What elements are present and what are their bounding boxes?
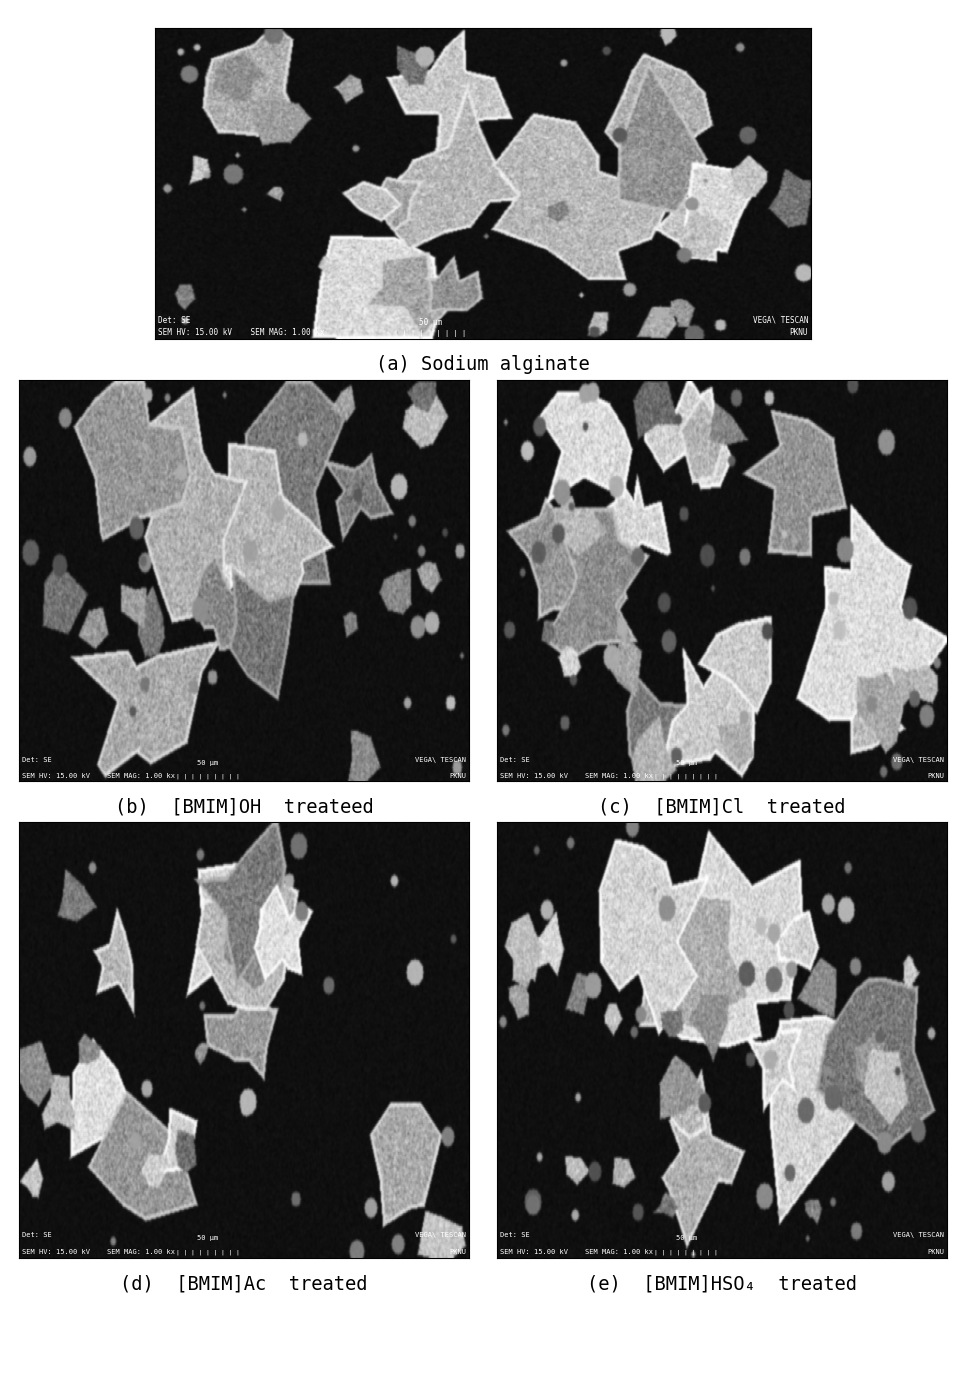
Text: 50 μm: 50 μm: [419, 318, 442, 326]
Text: (b)  [BMIM]OH  treateed: (b) [BMIM]OH treateed: [115, 797, 373, 817]
Text: PKNU: PKNU: [449, 773, 467, 779]
Text: | | | | | | | | |: | | | | | | | | |: [176, 774, 240, 779]
Text: | | | | | | | | |: | | | | | | | | |: [394, 330, 467, 337]
Text: 50 μm: 50 μm: [197, 1236, 218, 1241]
Text: SEM HV: 15.00 kV    SEM MAG: 1.00 kx: SEM HV: 15.00 kV SEM MAG: 1.00 kx: [157, 328, 325, 337]
Text: 50 μm: 50 μm: [197, 760, 218, 766]
Text: VEGA\ TESCAN: VEGA\ TESCAN: [894, 1231, 945, 1238]
Text: PKNU: PKNU: [789, 328, 809, 337]
Text: Det: SE: Det: SE: [157, 315, 190, 325]
Text: (d)  [BMIM]Ac  treated: (d) [BMIM]Ac treated: [120, 1274, 368, 1294]
Text: (e)  [BMIM]HSO₄  treated: (e) [BMIM]HSO₄ treated: [587, 1274, 857, 1294]
Text: VEGA\ TESCAN: VEGA\ TESCAN: [894, 757, 945, 763]
Text: | | | | | | | | |: | | | | | | | | |: [654, 1249, 718, 1255]
Text: VEGA\ TESCAN: VEGA\ TESCAN: [753, 315, 809, 325]
Text: PKNU: PKNU: [927, 1249, 945, 1255]
Text: (a) Sodium alginate: (a) Sodium alginate: [376, 355, 590, 375]
Text: Det: SE: Det: SE: [21, 1231, 51, 1238]
Text: VEGA\ TESCAN: VEGA\ TESCAN: [415, 1231, 467, 1238]
Text: 50 μm: 50 μm: [675, 1236, 696, 1241]
Text: PKNU: PKNU: [449, 1249, 467, 1255]
Text: Det: SE: Det: SE: [21, 757, 51, 763]
Text: SEM HV: 15.00 kV    SEM MAG: 1.00 kx: SEM HV: 15.00 kV SEM MAG: 1.00 kx: [21, 773, 175, 779]
Text: SEM HV: 15.00 kV    SEM MAG: 1.00 kx: SEM HV: 15.00 kV SEM MAG: 1.00 kx: [21, 1249, 175, 1255]
Text: Det: SE: Det: SE: [499, 757, 529, 763]
Text: SEM HV: 15.00 kV    SEM MAG: 1.00 kx: SEM HV: 15.00 kV SEM MAG: 1.00 kx: [499, 773, 653, 779]
Text: 50 μm: 50 μm: [675, 760, 696, 766]
Text: SEM HV: 15.00 kV    SEM MAG: 1.00 kx: SEM HV: 15.00 kV SEM MAG: 1.00 kx: [499, 1249, 653, 1255]
Text: PKNU: PKNU: [927, 773, 945, 779]
Text: Det: SE: Det: SE: [499, 1231, 529, 1238]
Text: | | | | | | | | |: | | | | | | | | |: [654, 774, 718, 779]
Text: | | | | | | | | |: | | | | | | | | |: [176, 1249, 240, 1255]
Text: (c)  [BMIM]Cl  treated: (c) [BMIM]Cl treated: [598, 797, 846, 817]
Text: VEGA\ TESCAN: VEGA\ TESCAN: [415, 757, 467, 763]
